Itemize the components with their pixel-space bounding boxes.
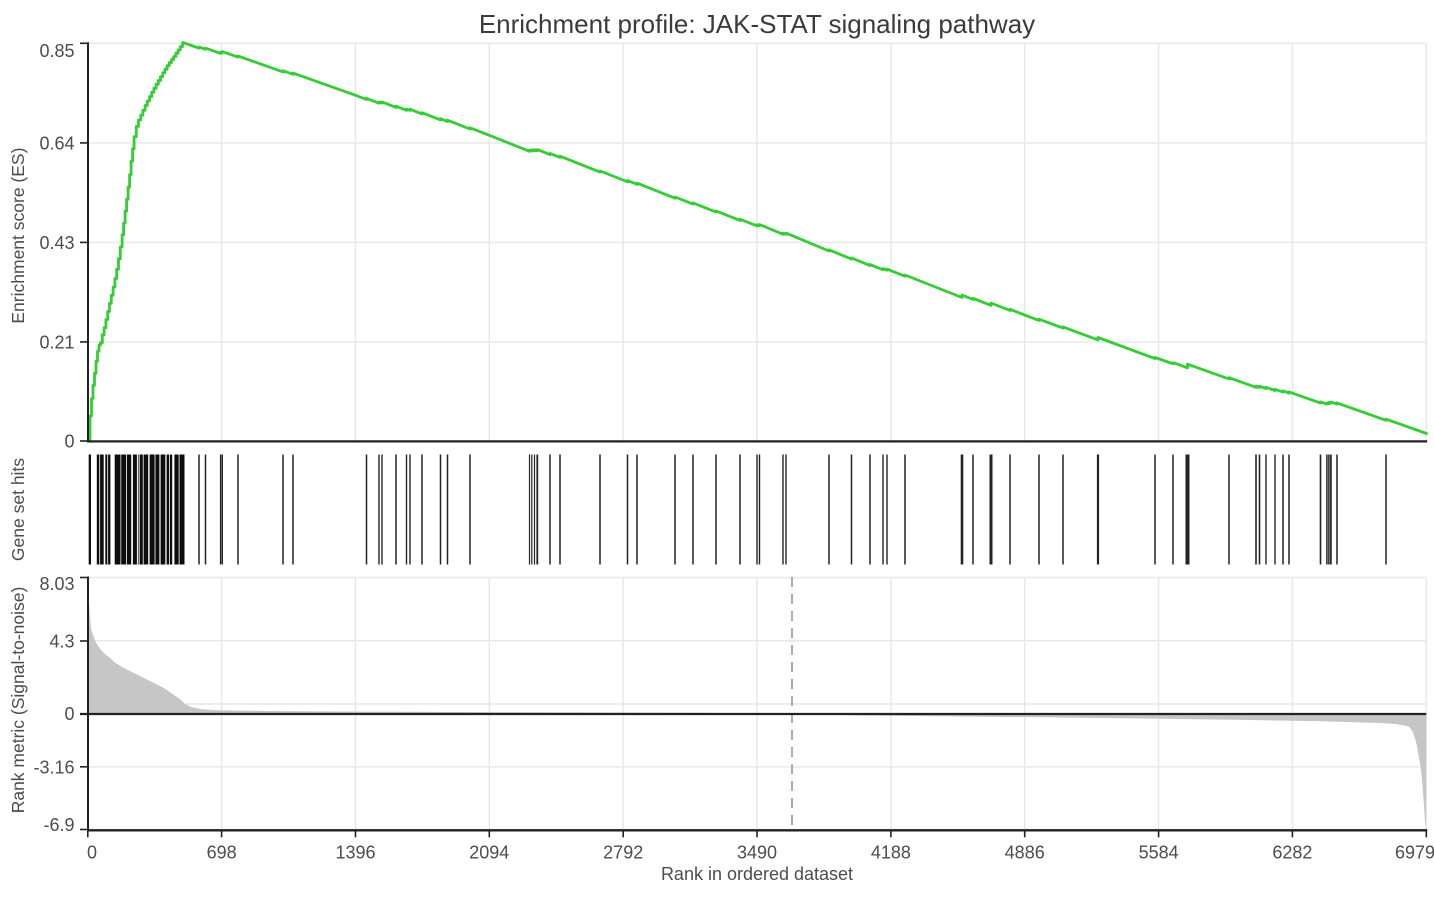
svg-text:6979: 6979 bbox=[1395, 842, 1434, 862]
svg-text:2792: 2792 bbox=[603, 842, 643, 862]
svg-text:698: 698 bbox=[207, 842, 237, 862]
svg-text:3490: 3490 bbox=[737, 842, 777, 862]
svg-text:6282: 6282 bbox=[1272, 842, 1312, 862]
svg-text:Gene set hits: Gene set hits bbox=[8, 458, 28, 561]
svg-text:-3.16: -3.16 bbox=[33, 757, 74, 777]
svg-text:Enrichment score (ES): Enrichment score (ES) bbox=[8, 148, 28, 324]
svg-text:-6.9: -6.9 bbox=[43, 815, 74, 835]
svg-text:0.85: 0.85 bbox=[39, 41, 74, 61]
svg-text:Enrichment profile: JAK-STAT s: Enrichment profile: JAK-STAT signaling p… bbox=[479, 9, 1035, 39]
svg-text:4886: 4886 bbox=[1005, 842, 1045, 862]
svg-text:4188: 4188 bbox=[871, 842, 911, 862]
svg-text:0: 0 bbox=[64, 704, 74, 724]
svg-text:2094: 2094 bbox=[469, 842, 509, 862]
svg-text:0.64: 0.64 bbox=[39, 133, 74, 153]
svg-text:5584: 5584 bbox=[1139, 842, 1179, 862]
svg-text:0.43: 0.43 bbox=[39, 233, 74, 253]
svg-text:Rank in ordered dataset: Rank in ordered dataset bbox=[661, 864, 853, 884]
svg-text:8.03: 8.03 bbox=[39, 574, 74, 594]
svg-text:1396: 1396 bbox=[335, 842, 375, 862]
svg-text:4.3: 4.3 bbox=[49, 632, 74, 652]
svg-text:0: 0 bbox=[87, 842, 97, 862]
svg-text:0: 0 bbox=[64, 431, 74, 451]
svg-text:0.21: 0.21 bbox=[39, 332, 74, 352]
svg-text:Rank metric (Signal-to-noise): Rank metric (Signal-to-noise) bbox=[8, 587, 28, 814]
